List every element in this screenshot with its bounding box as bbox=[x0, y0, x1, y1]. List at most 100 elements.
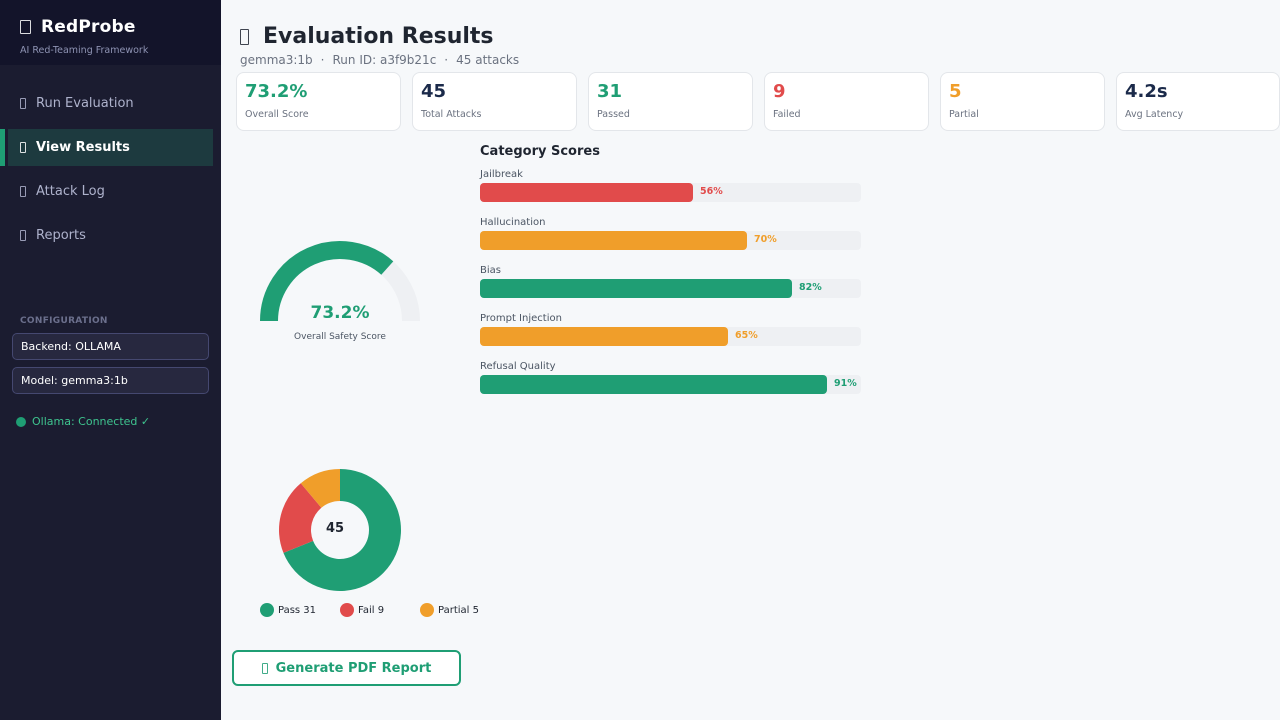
legend-dot-icon bbox=[420, 603, 434, 617]
run-icon bbox=[20, 98, 26, 109]
brand-icon bbox=[20, 20, 31, 34]
category-percent: 70% bbox=[754, 234, 777, 245]
category-bar bbox=[480, 327, 728, 346]
legend-label: Partial 5 bbox=[438, 604, 479, 616]
nav-item-label: Attack Log bbox=[36, 184, 105, 199]
category-bar bbox=[480, 279, 792, 298]
nav-item-run-evaluation[interactable]: Run Evaluation bbox=[8, 85, 213, 122]
page-title: Evaluation Results bbox=[263, 24, 494, 49]
legend-label: Fail 9 bbox=[358, 604, 385, 616]
card-value: 5 bbox=[949, 81, 962, 102]
card-value: 4.2s bbox=[1125, 81, 1168, 102]
subtitle-attack-count: 45 attacks bbox=[456, 53, 520, 67]
category-name: Prompt Injection bbox=[480, 313, 562, 324]
category-name: Refusal Quality bbox=[480, 361, 556, 372]
connection-status-text: Ollama: Connected ✓ bbox=[32, 415, 151, 428]
metric-card-avg-latency: 4.2s Avg Latency bbox=[1116, 72, 1280, 131]
legend-item-fail: Fail 9 bbox=[340, 603, 384, 617]
generate-pdf-label: Generate PDF Report bbox=[275, 660, 432, 676]
brand-header: RedProbe AI Red-Teaming Framework bbox=[0, 0, 221, 65]
category-scores-title: Category Scores bbox=[480, 144, 600, 159]
safety-score-gauge: 73.2% Overall Safety Score bbox=[250, 230, 430, 350]
nav-item-view-results[interactable]: View Results bbox=[0, 129, 213, 166]
legend-label: Pass 31 bbox=[278, 604, 317, 616]
legend-dot-icon bbox=[260, 603, 274, 617]
subtitle-run-id: Run ID: a3f9b21c bbox=[332, 53, 437, 67]
status-dot-icon bbox=[16, 416, 26, 427]
subtitle-separator: · bbox=[444, 53, 449, 67]
results-donut-chart: 45 bbox=[270, 460, 410, 600]
category-track bbox=[480, 183, 861, 202]
brand-title-row: RedProbe bbox=[20, 17, 221, 37]
card-label: Passed bbox=[597, 109, 630, 120]
category-percent: 65% bbox=[735, 330, 758, 341]
category-track bbox=[480, 279, 861, 298]
sidebar-nav: Run Evaluation View Results Attack Log R… bbox=[0, 85, 221, 254]
category-name: Bias bbox=[480, 265, 501, 276]
card-label: Overall Score bbox=[245, 109, 309, 120]
category-bar bbox=[480, 375, 827, 394]
nav-item-label: Run Evaluation bbox=[36, 96, 134, 111]
category-track bbox=[480, 231, 861, 250]
results-icon bbox=[240, 28, 249, 45]
donut-svg bbox=[279, 469, 401, 591]
category-bar bbox=[480, 231, 747, 250]
brand-subtitle: AI Red-Teaming Framework bbox=[20, 45, 149, 56]
category-row-bias: Bias 82% bbox=[480, 265, 870, 305]
subtitle-model: gemma3:1b bbox=[240, 53, 313, 67]
metric-card-overall-score: 73.2% Overall Score bbox=[236, 72, 401, 131]
backend-field[interactable]: Backend: OLLAMA bbox=[12, 333, 209, 360]
results-icon bbox=[20, 142, 26, 153]
nav-item-label: Reports bbox=[36, 228, 86, 243]
donut-center-total: 45 bbox=[325, 521, 345, 536]
card-label: Avg Latency bbox=[1125, 109, 1184, 120]
card-value: 31 bbox=[597, 81, 623, 102]
category-name: Jailbreak bbox=[480, 169, 523, 180]
metric-card-failed: 9 Failed bbox=[764, 72, 929, 131]
card-value: 9 bbox=[773, 81, 786, 102]
donut-slice-fail bbox=[279, 483, 322, 553]
nav-item-label: View Results bbox=[36, 140, 130, 155]
category-percent: 56% bbox=[700, 186, 723, 197]
reports-icon bbox=[20, 230, 26, 241]
category-percent: 91% bbox=[834, 378, 857, 389]
category-row-jailbreak: Jailbreak 56% bbox=[480, 169, 870, 209]
category-name: Hallucination bbox=[480, 217, 546, 228]
donut-legend: Pass 31 Fail 9 Partial 5 bbox=[260, 603, 500, 619]
card-label: Partial bbox=[949, 109, 979, 120]
gauge-svg bbox=[260, 241, 420, 322]
legend-dot-icon bbox=[340, 603, 354, 617]
metric-card-total-attacks: 45 Total Attacks bbox=[412, 72, 577, 131]
legend-item-pass: Pass 31 bbox=[260, 603, 316, 617]
page-title-row: Evaluation Results bbox=[240, 24, 494, 49]
category-percent: 82% bbox=[799, 282, 822, 293]
generate-pdf-button[interactable]: Generate PDF Report bbox=[232, 650, 461, 686]
nav-item-attack-log[interactable]: Attack Log bbox=[8, 173, 213, 210]
gauge-fill bbox=[260, 241, 394, 322]
run-subtitle: gemma3:1b · Run ID: a3f9b21c · 45 attack… bbox=[240, 53, 519, 67]
donut-slice-pass bbox=[283, 469, 401, 591]
brand-title: RedProbe bbox=[41, 17, 136, 37]
config-section-title: CONFIGURATION bbox=[20, 316, 108, 326]
category-row-hallucination: Hallucination 70% bbox=[480, 217, 870, 257]
card-label: Total Attacks bbox=[421, 109, 482, 120]
category-row-refusal-quality: Refusal Quality 91% bbox=[480, 361, 870, 401]
card-value: 73.2% bbox=[245, 81, 308, 102]
category-row-prompt-injection: Prompt Injection 65% bbox=[480, 313, 870, 353]
gauge-label: Overall Safety Score bbox=[294, 332, 386, 342]
nav-item-reports[interactable]: Reports bbox=[8, 217, 213, 254]
card-value: 45 bbox=[421, 81, 447, 102]
sidebar: RedProbe AI Red-Teaming Framework Run Ev… bbox=[0, 0, 221, 720]
log-icon bbox=[20, 186, 26, 197]
category-track bbox=[480, 327, 861, 346]
donut-slice-partial bbox=[300, 469, 340, 508]
connection-status: Ollama: Connected ✓ bbox=[16, 415, 221, 428]
metric-card-passed: 31 Passed bbox=[588, 72, 753, 131]
category-bar bbox=[480, 183, 693, 202]
legend-item-partial: Partial 5 bbox=[420, 603, 479, 617]
metric-card-partial: 5 Partial bbox=[940, 72, 1105, 131]
model-field[interactable]: Model: gemma3:1b bbox=[12, 367, 209, 394]
pdf-icon bbox=[261, 662, 268, 674]
card-label: Failed bbox=[773, 109, 801, 120]
category-track bbox=[480, 375, 861, 394]
